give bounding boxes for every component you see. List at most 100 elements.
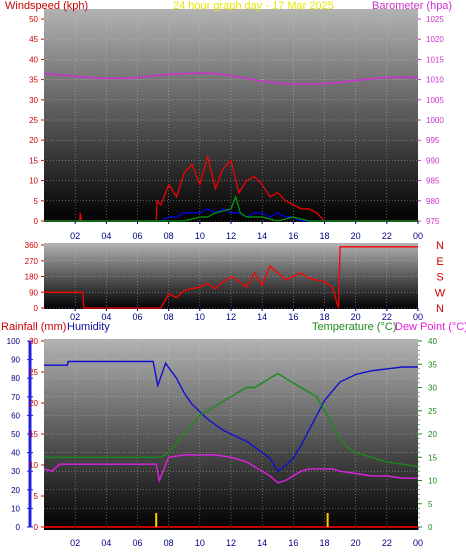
series-temperature	[44, 372, 419, 468]
barometer-tick-label: 1010	[426, 76, 444, 85]
series-lull	[44, 194, 418, 222]
x-tick-label: 04	[101, 231, 111, 241]
x-tick-label: 06	[132, 231, 142, 241]
temp-tick-label: 0	[428, 523, 433, 532]
x-tick-label: 02	[70, 538, 80, 548]
x-tick-label: 20	[351, 312, 361, 322]
rain-tick-label: 30	[29, 337, 38, 346]
x-tick-label: 00	[413, 312, 423, 322]
barometer-tick-label: 990	[426, 156, 440, 165]
temp-tick-label: 15	[428, 453, 437, 462]
direction-tick-label: 360	[25, 241, 39, 250]
rain-tick-label: 20	[29, 399, 38, 408]
x-tick-label: 12	[226, 312, 236, 322]
direction-tick-label: 180	[25, 273, 39, 282]
temp-tick-label: 35	[428, 360, 437, 369]
rain-tick-label: 15	[29, 430, 38, 439]
direction-tick-label: 0	[34, 304, 39, 313]
series-barometer	[43, 72, 419, 85]
compass-label: N	[436, 303, 444, 315]
x-tick-label: 14	[257, 312, 267, 322]
x-tick-label: 06	[132, 312, 142, 322]
temp-tick-label: 40	[428, 337, 437, 346]
temp-tick-label: 20	[428, 430, 437, 439]
barometer-tick-label: 995	[426, 136, 440, 145]
direction-tick-label: 270	[25, 257, 39, 266]
x-tick-label: 08	[164, 312, 174, 322]
x-tick-label: 12	[226, 538, 236, 548]
barometer-tick-label: 1000	[426, 116, 444, 125]
barometer-tick-label: 980	[426, 197, 440, 206]
humidity-tick-label: 20	[11, 486, 20, 495]
temp-tick-label: 25	[428, 407, 437, 416]
barometer-tick-label: 1020	[426, 35, 444, 44]
x-tick-label: 20	[351, 231, 361, 241]
x-tick-label: 02	[70, 231, 80, 241]
x-tick-label: 18	[319, 538, 329, 548]
compass-label: S	[436, 272, 443, 284]
barometer-tick-label: 1005	[426, 96, 444, 105]
barometer-axis-label: Barometer (hpa)	[372, 0, 452, 12]
humidity-tick-label: 50	[11, 430, 20, 439]
axes-layer: 0510152025303540455097598098599099510001…	[7, 15, 446, 548]
windspeed-tick-label: 15	[29, 156, 38, 165]
x-tick-label: 22	[382, 231, 392, 241]
x-tick-label: 16	[288, 312, 298, 322]
rain-tick-label: 25	[29, 368, 38, 377]
x-tick-label: 18	[319, 231, 329, 241]
series-dewpoint	[43, 454, 418, 484]
windspeed-tick-label: 0	[34, 217, 39, 226]
x-tick-label: 18	[319, 312, 329, 322]
series-gust	[44, 208, 418, 222]
x-tick-label: 20	[351, 538, 361, 548]
humidity-tick-label: 0	[16, 523, 21, 532]
series-direction	[44, 246, 418, 309]
dewpoint-axis-label: Dew Point (°C)	[395, 321, 466, 333]
compass-label: W	[435, 287, 446, 299]
rain-tick-label: 0	[34, 523, 39, 532]
x-tick-label: 16	[288, 538, 298, 548]
humidity-tick-label: 80	[11, 374, 20, 383]
humidity-tick-label: 10	[11, 504, 20, 513]
barometer-tick-label: 1025	[426, 15, 444, 24]
windspeed-tick-label: 35	[29, 76, 38, 85]
x-tick-label: 00	[413, 231, 423, 241]
x-tick-label: 14	[257, 538, 267, 548]
compass-label: N	[436, 240, 444, 252]
x-tick-label: 00	[413, 538, 423, 548]
x-tick-label: 22	[382, 312, 392, 322]
humidity-tick-label: 100	[7, 337, 21, 346]
temp-tick-label: 5	[428, 500, 433, 509]
x-tick-label: 10	[195, 312, 205, 322]
x-tick-label: 02	[70, 312, 80, 322]
rainfall-axis-label: Rainfall (mm)	[1, 321, 66, 333]
barometer-tick-label: 1015	[426, 55, 444, 64]
windspeed-tick-label: 30	[29, 96, 38, 105]
x-tick-label: 06	[132, 538, 142, 548]
windspeed-axis-label: Windspeed (kph)	[5, 0, 88, 12]
direction-tick-label: 90	[29, 288, 38, 297]
windspeed-tick-label: 45	[29, 35, 38, 44]
rain-tick-label: 10	[29, 461, 38, 470]
rain-tick-label: 5	[34, 492, 39, 501]
barometer-tick-label: 985	[426, 177, 440, 186]
windspeed-tick-label: 40	[29, 55, 38, 64]
temp-tick-label: 10	[428, 477, 437, 486]
x-tick-label: 04	[101, 312, 111, 322]
x-tick-label: 12	[226, 231, 236, 241]
x-tick-label: 10	[195, 538, 205, 548]
windspeed-tick-label: 10	[29, 177, 38, 186]
x-tick-label: 14	[257, 231, 267, 241]
chart-title: 24 hour graph day - 17 Mar 2025	[173, 0, 334, 12]
compass-label: E	[436, 256, 443, 268]
temperature-axis-label: Temperature (°C)	[312, 321, 396, 333]
x-tick-label: 08	[164, 231, 174, 241]
humidity-tick-label: 40	[11, 449, 20, 458]
humidity-tick-label: 70	[11, 393, 20, 402]
humidity-tick-label: 60	[11, 411, 20, 420]
x-tick-label: 16	[288, 231, 298, 241]
x-tick-label: 22	[382, 538, 392, 548]
series-humidity	[44, 360, 418, 473]
